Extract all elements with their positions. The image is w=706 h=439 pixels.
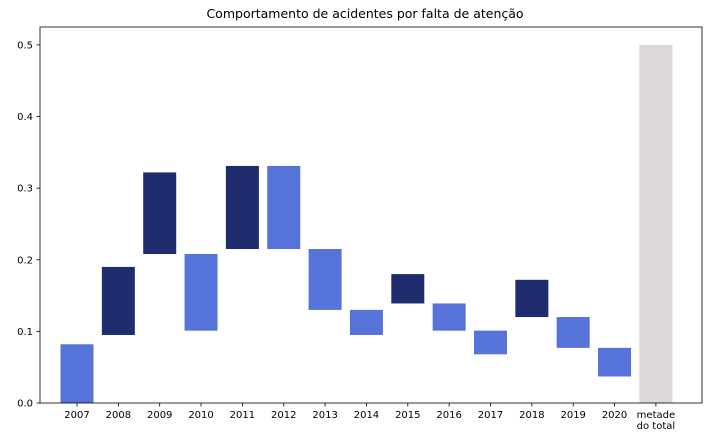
bar-2015 <box>391 274 425 304</box>
bar-2020 <box>598 347 632 377</box>
x-tick-label: 2018 <box>519 410 544 421</box>
x-tick-label: 2020 <box>602 410 627 421</box>
bar-2010 <box>184 254 218 331</box>
y-tick-label: 0.5 <box>17 40 33 51</box>
bar-2012 <box>267 165 301 250</box>
bar-2016 <box>432 303 466 331</box>
x-tick-label: 2008 <box>106 410 131 421</box>
bar-2018 <box>515 279 549 318</box>
y-tick-label: 0.4 <box>17 112 33 123</box>
x-tick-label: 2012 <box>271 410 296 421</box>
bars-group <box>60 44 673 404</box>
x-tick-label: 2009 <box>147 410 172 421</box>
axes-group <box>39 26 703 404</box>
x-tick-label: 2019 <box>560 410 585 421</box>
bar-2019 <box>556 317 590 348</box>
y-tick-label: 0.3 <box>17 184 33 195</box>
x-tick-label: 2015 <box>395 410 420 421</box>
bar-2009 <box>143 172 177 255</box>
x-tick-label: 2016 <box>436 410 461 421</box>
x-tick-label: 2011 <box>230 410 255 421</box>
x-tick-label: metade do total <box>637 410 676 432</box>
x-tick-label: 2007 <box>64 410 89 421</box>
y-tick-label: 0.0 <box>17 399 33 410</box>
bar-2011 <box>225 165 259 250</box>
plot-frame <box>39 26 703 404</box>
bar-2007 <box>60 344 94 403</box>
y-tick-label: 0.2 <box>17 255 33 266</box>
y-ticks-group: 0.0 0.1 0.2 0.3 0.4 0.5 <box>17 40 40 410</box>
bar-2017 <box>474 330 507 355</box>
x-tick-label: 2014 <box>354 410 379 421</box>
bar-metade-do-total <box>639 44 673 404</box>
bar-2008 <box>101 266 135 335</box>
x-tick-label: 2013 <box>312 410 337 421</box>
chart-title: Comportamento de acidentes por falta de … <box>206 6 523 21</box>
x-tick-label: 2017 <box>478 410 503 421</box>
bar-2013 <box>308 249 342 310</box>
bar-2014 <box>349 309 383 335</box>
x-ticks-group: 2007 2008 2009 2010 2011 2012 2013 2014 2015 2016… <box>64 403 675 432</box>
y-tick-label: 0.1 <box>17 327 33 338</box>
x-tick-label: 2010 <box>188 410 213 421</box>
